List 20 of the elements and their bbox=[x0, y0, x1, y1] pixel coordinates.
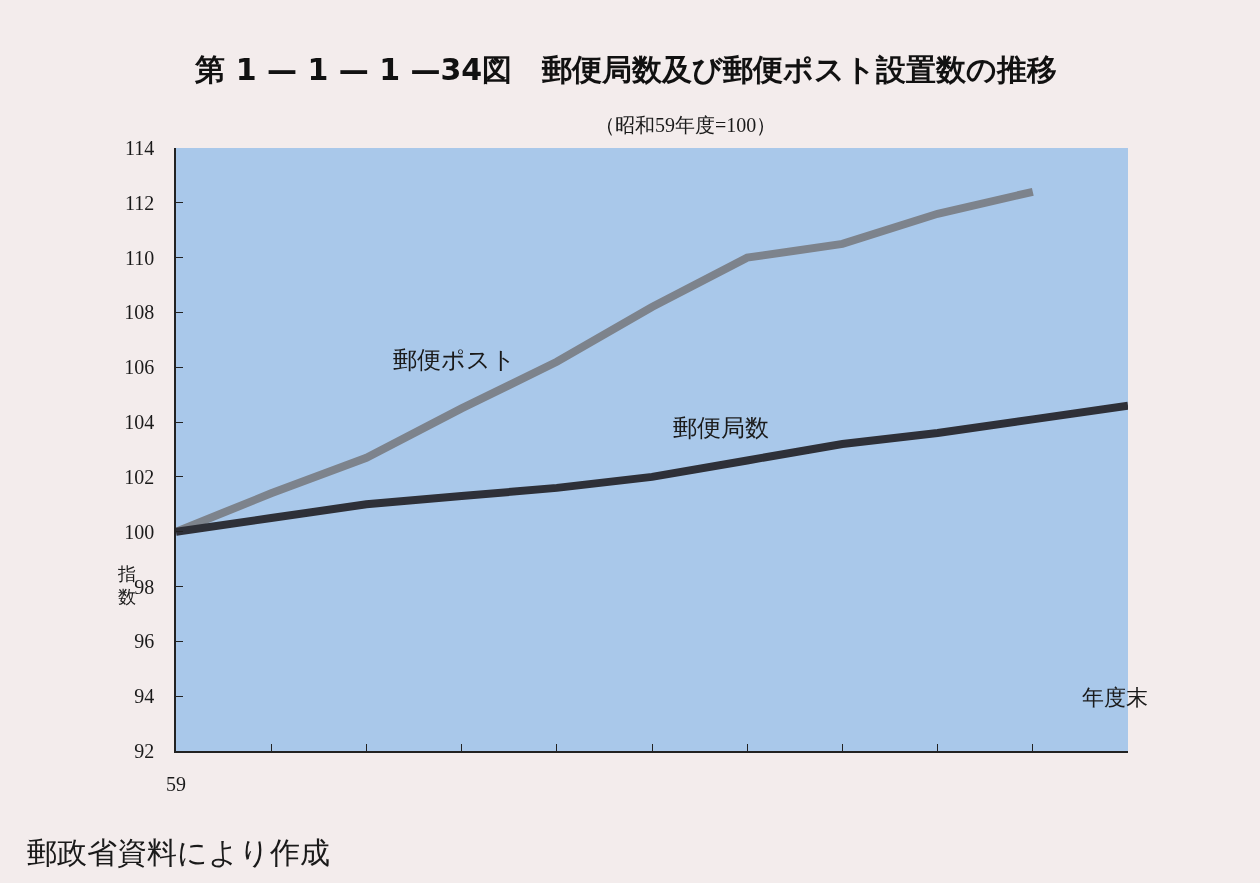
y-tick-label: 96 bbox=[134, 630, 155, 653]
y-tick-label: 112 bbox=[124, 191, 155, 214]
y-tick-label: 92 bbox=[134, 740, 155, 762]
y-tick-label: 108 bbox=[124, 301, 155, 324]
chart-title: 第 1 — 1 — 1 —34図 郵便局数及び郵便ポスト設置数の推移 bbox=[194, 52, 1058, 88]
x-axis-title: 年度末 bbox=[1082, 685, 1148, 710]
text: 郵政省資料により作成 bbox=[27, 836, 330, 869]
series-label: 郵便ポスト bbox=[393, 347, 516, 373]
y-axis-title: 指数 bbox=[117, 564, 136, 608]
x-tick-label: 59 bbox=[166, 772, 186, 795]
y-tick-label: 110 bbox=[124, 246, 155, 269]
y-tick-label: 98 bbox=[134, 575, 155, 598]
y-tick-label: 94 bbox=[134, 685, 155, 708]
series-label: 郵便局数 bbox=[673, 415, 769, 441]
y-tick-label: 106 bbox=[124, 356, 155, 379]
chart-subtitle: （昭和59年度=100） bbox=[595, 114, 777, 136]
y-tick-label: 100 bbox=[124, 520, 155, 543]
y-tick-label: 102 bbox=[124, 465, 155, 488]
y-tick-label: 104 bbox=[124, 411, 155, 434]
y-tick-label: 114 bbox=[124, 137, 155, 159]
